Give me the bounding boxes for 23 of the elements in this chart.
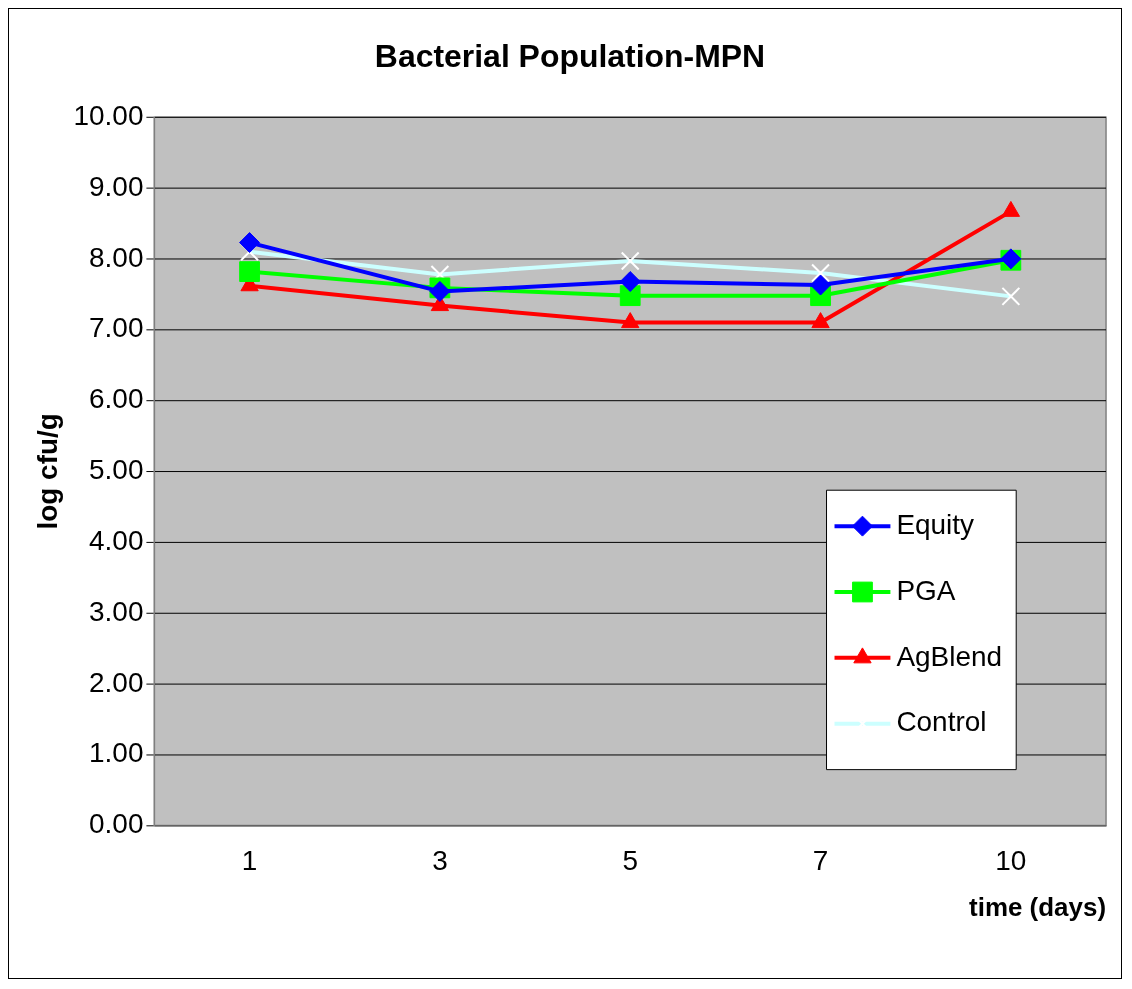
y-tick-label: 1.00 (89, 737, 144, 769)
y-tick-label: 5.00 (89, 454, 144, 486)
y-tick-label: 4.00 (89, 524, 144, 556)
y-tick-label: 6.00 (89, 383, 144, 415)
legend-label: AgBlend (896, 640, 1003, 672)
x-tick-label: 10 (995, 844, 1027, 876)
y-tick-label: 3.00 (89, 595, 144, 627)
y-tick-label: 0.00 (89, 808, 144, 840)
x-tick-label: 3 (432, 844, 448, 876)
chart-title: Bacterial Population-MPN (374, 37, 766, 74)
y-tick-label: 2.00 (89, 666, 144, 698)
legend-label: Equity (896, 508, 975, 540)
x-tick-label: 7 (812, 844, 829, 876)
legend-label: PGA (896, 574, 956, 606)
y-tick-label: 8.00 (89, 241, 144, 273)
x-tick-label: 1 (241, 844, 258, 876)
y-tick-label: 9.00 (89, 170, 144, 202)
y-tick-label: 7.00 (89, 312, 144, 344)
x-tick-label: 5 (622, 844, 638, 876)
y-tick-label: 10.00 (73, 99, 144, 131)
x-axis-title: time (days) (969, 892, 1107, 921)
y-axis-title: log cfu/g (32, 413, 64, 530)
legend-label: Control (896, 706, 987, 738)
